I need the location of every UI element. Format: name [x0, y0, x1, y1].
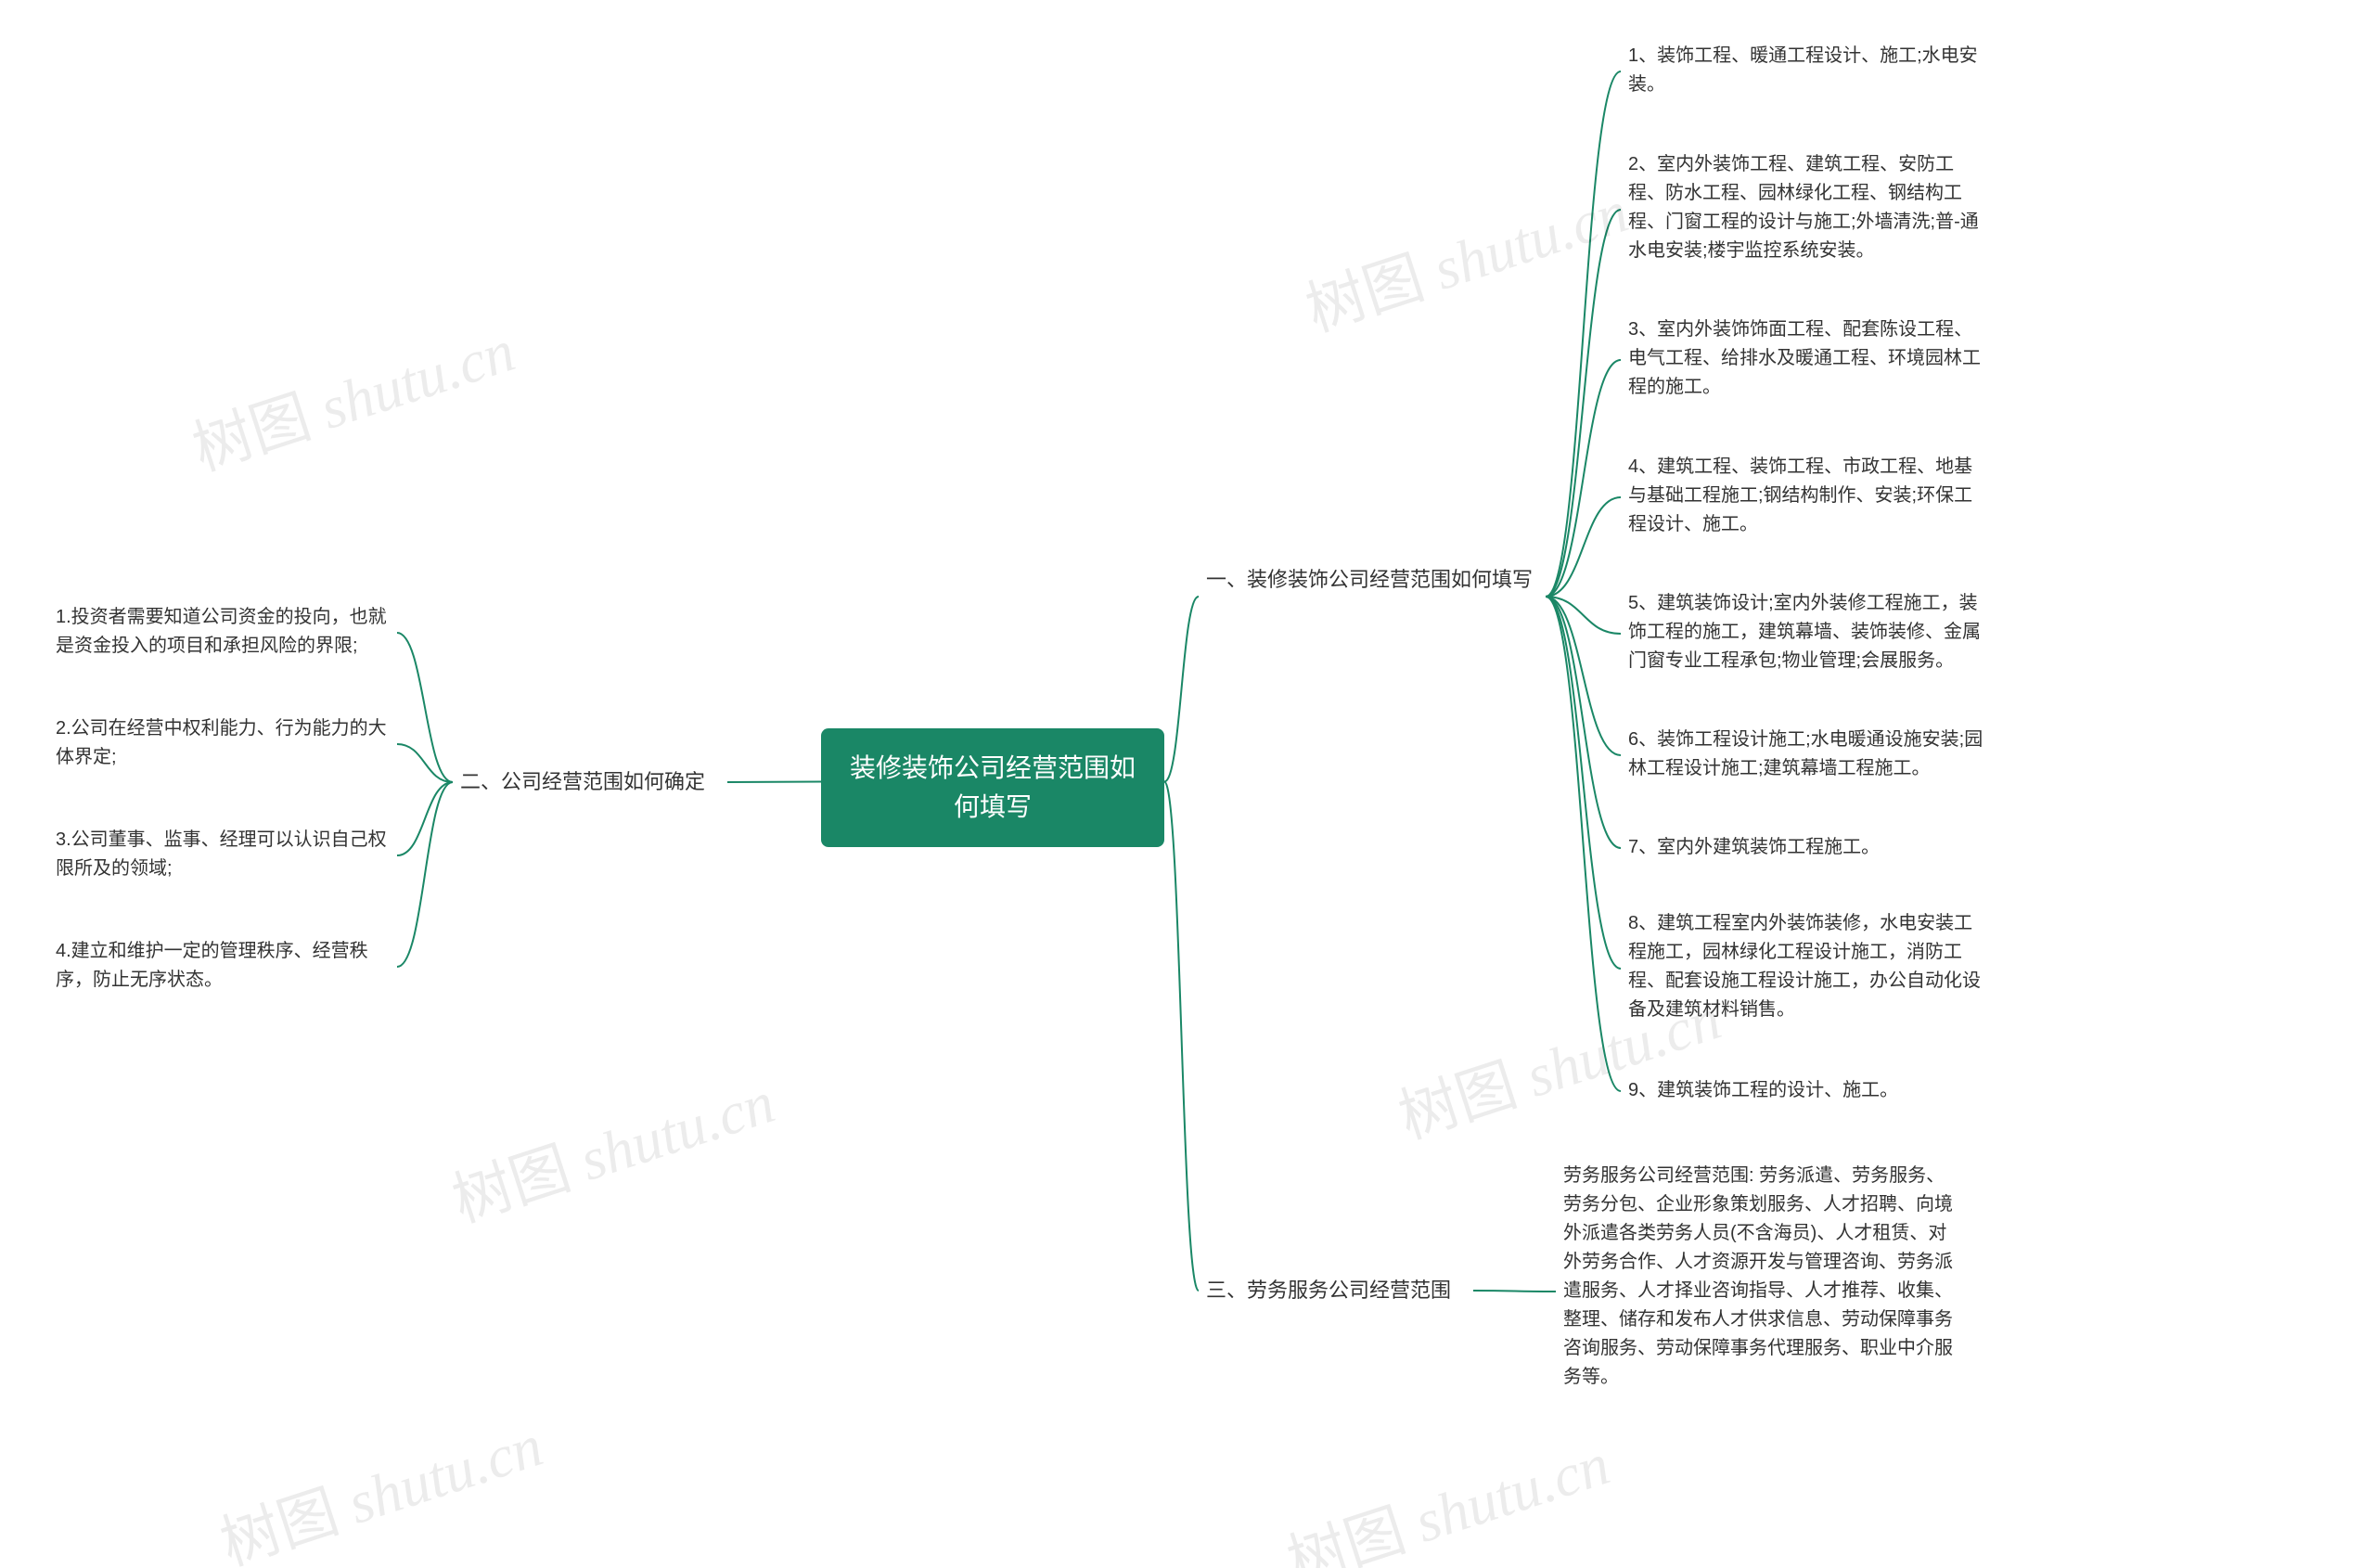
- leaf-label: 1.投资者需要知道公司资金的投向，也就是资金投入的项目和承担风险的界限;: [56, 607, 387, 656]
- leaf-label: 劳务服务公司经营范围: 劳务派遣、劳务服务、劳务分包、企业形象策划服务、人才招聘…: [1563, 1165, 1953, 1387]
- leaf-node[interactable]: 劳务服务公司经营范围: 劳务派遣、劳务服务、劳务分包、企业形象策划服务、人才招聘…: [1563, 1162, 1953, 1392]
- root-text: 装修装饰公司经营范围如何填写: [850, 753, 1136, 821]
- watermark: 树图 shutu.cn: [1276, 1417, 1619, 1568]
- leaf-node[interactable]: 2、室内外装饰工程、建筑工程、安防工程、防水工程、园林绿化工程、钢结构工程、门窗…: [1628, 150, 1990, 265]
- watermark-cn: 树图: [1279, 1496, 1413, 1568]
- leaf-node[interactable]: 1、装饰工程、暖通工程设计、施工;水电安装。: [1628, 42, 1990, 99]
- watermark-en: shutu.cn: [558, 1069, 782, 1198]
- branch-node[interactable]: 三、劳务服务公司经营范围: [1206, 1275, 1466, 1305]
- watermark-cn: 树图: [1391, 1050, 1524, 1150]
- leaf-label: 8、建筑工程室内外装饰装修，水电安装工程施工，园林绿化工程设计施工，消防工程、配…: [1628, 913, 1981, 1020]
- leaf-node[interactable]: 8、建筑工程室内外装饰装修，水电安装工程施工，园林绿化工程设计施工，消防工程、配…: [1628, 909, 1990, 1024]
- watermark-en: shutu.cn: [1411, 178, 1636, 307]
- leaf-label: 5、建筑装饰设计;室内外装修工程施工，装饰工程的施工，建筑幕墙、装饰装修、金属门…: [1628, 593, 1981, 671]
- branch-node[interactable]: 一、装修装饰公司经营范围如何填写: [1206, 564, 1538, 595]
- watermark: 树图 shutu.cn: [209, 1398, 552, 1568]
- leaf-node[interactable]: 4、建筑工程、装饰工程、市政工程、地基与基础工程施工;钢结构制作、安装;环保工程…: [1628, 453, 1990, 539]
- watermark: 树图 shutu.cn: [1294, 164, 1637, 348]
- branch-label: 一、装修装饰公司经营范围如何填写: [1206, 568, 1533, 591]
- watermark: 树图 shutu.cn: [441, 1055, 784, 1239]
- leaf-node[interactable]: 4.建立和维护一定的管理秩序、经营秩序，防止无序状态。: [56, 937, 390, 995]
- leaf-node[interactable]: 9、建筑装饰工程的设计、施工。: [1628, 1076, 1990, 1105]
- leaf-label: 4、建筑工程、装饰工程、市政工程、地基与基础工程施工;钢结构制作、安装;环保工程…: [1628, 456, 1972, 534]
- leaf-node[interactable]: 2.公司在经营中权利能力、行为能力的大体界定;: [56, 714, 390, 772]
- connector-lines: [0, 0, 2375, 1568]
- leaf-label: 6、装饰工程设计施工;水电暖通设施安装;园林工程设计施工;建筑幕墙工程施工。: [1628, 729, 1983, 778]
- leaf-label: 2.公司在经营中权利能力、行为能力的大体界定;: [56, 718, 387, 767]
- leaf-node[interactable]: 3、室内外装饰饰面工程、配套陈设工程、电气工程、给排水及暖通工程、环境园林工程的…: [1628, 315, 1990, 402]
- leaf-label: 3、室内外装饰饰面工程、配套陈设工程、电气工程、给排水及暖通工程、环境园林工程的…: [1628, 319, 1981, 397]
- leaf-label: 1、装饰工程、暖通工程设计、施工;水电安装。: [1628, 45, 1978, 95]
- root-node[interactable]: 装修装饰公司经营范围如何填写: [821, 728, 1164, 847]
- leaf-node[interactable]: 1.投资者需要知道公司资金的投向，也就是资金投入的项目和承担风险的界限;: [56, 603, 390, 661]
- leaf-node[interactable]: 6、装饰工程设计施工;水电暖通设施安装;园林工程设计施工;建筑幕墙工程施工。: [1628, 726, 1990, 783]
- leaf-label: 9、建筑装饰工程的设计、施工。: [1628, 1080, 1898, 1100]
- branch-label: 三、劳务服务公司经营范围: [1206, 1279, 1451, 1302]
- branch-label: 二、公司经营范围如何确定: [460, 770, 705, 793]
- watermark-cn: 树图: [1298, 243, 1431, 343]
- leaf-node[interactable]: 5、建筑装饰设计;室内外装修工程施工，装饰工程的施工，建筑幕墙、装饰装修、金属门…: [1628, 589, 1990, 675]
- leaf-label: 4.建立和维护一定的管理秩序、经营秩序，防止无序状态。: [56, 941, 368, 990]
- leaf-node[interactable]: 7、室内外建筑装饰工程施工。: [1628, 833, 1990, 862]
- watermark-en: shutu.cn: [326, 1412, 550, 1541]
- leaf-label: 7、室内外建筑装饰工程施工。: [1628, 837, 1880, 857]
- leaf-label: 2、室内外装饰工程、建筑工程、安防工程、防水工程、园林绿化工程、钢结构工程、门窗…: [1628, 154, 1979, 261]
- watermark-cn: 树图: [185, 382, 318, 482]
- watermark-en: shutu.cn: [298, 317, 522, 446]
- branch-node[interactable]: 二、公司经营范围如何确定: [460, 766, 720, 797]
- watermark-en: shutu.cn: [1393, 1431, 1617, 1560]
- watermark-cn: 树图: [212, 1477, 346, 1568]
- watermark-cn: 树图: [444, 1134, 578, 1234]
- watermark: 树图 shutu.cn: [181, 303, 524, 487]
- leaf-label: 3.公司董事、监事、经理可以认识自己权限所及的领域;: [56, 829, 387, 879]
- leaf-node[interactable]: 3.公司董事、监事、经理可以认识自己权限所及的领域;: [56, 826, 390, 883]
